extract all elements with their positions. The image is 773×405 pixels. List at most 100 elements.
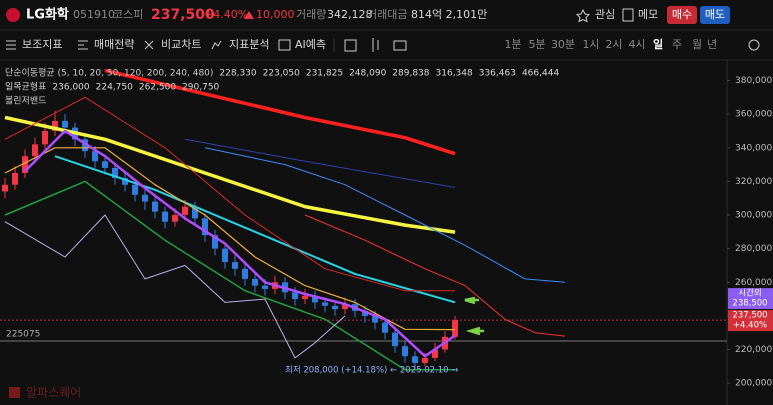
logo — [6, 8, 20, 22]
legend-value: 316,348 — [436, 69, 473, 79]
memo-icon[interactable] — [622, 8, 634, 22]
candle-body — [402, 346, 408, 357]
candle-body — [332, 305, 338, 310]
legend-value: 262,500 — [139, 83, 176, 93]
stock-name: LG화학 — [26, 7, 69, 23]
timeframe[interactable]: 주 — [672, 38, 682, 51]
timeframe[interactable]: 월 — [692, 38, 702, 51]
buy-bg[interactable] — [667, 6, 697, 24]
candle-body — [172, 215, 178, 222]
tool-button[interactable]: 지표분석 — [229, 38, 269, 51]
candle-body — [22, 156, 28, 173]
after-hours-label: 시간외 — [738, 288, 761, 299]
candle-body — [2, 184, 8, 192]
candle-body — [52, 120, 58, 131]
arrow — [465, 326, 484, 336]
indicator-line — [304, 214, 566, 337]
candle-body — [242, 268, 248, 279]
timeframe[interactable]: 1분 — [504, 38, 521, 51]
candle-body — [432, 349, 438, 358]
y-tick-label: 340,000 — [735, 143, 772, 153]
candle-body — [202, 218, 208, 236]
change: 10,000 — [256, 8, 295, 21]
timeframe[interactable]: 4시 — [628, 38, 645, 51]
tool-button[interactable]: AI예측 — [295, 38, 326, 51]
tool-button[interactable]: 비교차트 — [161, 38, 201, 51]
after-hours-tag — [728, 288, 773, 310]
indicator-line — [4, 180, 455, 371]
legend-value: 228,330 — [219, 69, 256, 79]
candle-body — [12, 172, 18, 185]
timeframe[interactable]: 일 — [653, 37, 663, 51]
timeframe[interactable]: 5분 — [528, 38, 545, 51]
indicator-line — [4, 214, 346, 359]
candle-body — [32, 144, 38, 157]
candle-body — [62, 120, 68, 128]
tool-button[interactable]: 매매전략 — [94, 38, 134, 51]
candle-body — [372, 315, 378, 323]
buy-button[interactable]: 매수 — [672, 8, 692, 21]
legend-value: 224,750 — [96, 83, 133, 93]
indicator-line — [104, 68, 456, 156]
indicator-line — [4, 96, 455, 292]
timeframe[interactable]: 2시 — [605, 38, 622, 51]
y-tick-label: 220,000 — [735, 345, 772, 355]
legend-value: 336,463 — [479, 69, 516, 79]
candle-body — [112, 167, 118, 179]
indicator-line — [24, 129, 456, 358]
candle-body — [122, 178, 128, 185]
timeframe[interactable]: 년 — [707, 38, 717, 51]
candle-body — [262, 285, 268, 289]
watermark-icon — [9, 387, 20, 398]
tool-button[interactable]: 보조지표 — [22, 38, 62, 51]
candle-body — [422, 357, 428, 363]
sell-button[interactable]: 매도 — [705, 8, 725, 21]
current-tag — [728, 310, 773, 332]
after-hours-price: 238,500 — [732, 299, 767, 309]
watch-button[interactable]: 관심 — [595, 8, 615, 21]
amount: 814억 2,101만 — [411, 8, 487, 21]
candle-body — [162, 211, 168, 222]
indicator-line — [184, 138, 456, 188]
candle-body — [142, 194, 148, 202]
legend-value: 231,825 — [306, 69, 343, 79]
candle-body — [192, 206, 198, 219]
star-icon[interactable] — [575, 8, 591, 23]
legend-value: 466,444 — [522, 69, 559, 79]
candle-body — [132, 184, 138, 195]
candle-body — [392, 332, 398, 347]
timeframe[interactable]: 1시 — [582, 38, 599, 51]
candle-body — [42, 130, 48, 145]
candle-body — [212, 235, 218, 249]
stock-code: 051910 — [73, 8, 115, 21]
y-tick-label: 380,000 — [735, 76, 772, 86]
price: 237,500 — [151, 7, 215, 23]
y-tick-label: 200,000 — [735, 379, 772, 389]
candle-body — [232, 262, 238, 269]
candle-body — [182, 206, 188, 216]
candle-body — [82, 139, 88, 152]
candle-body — [452, 320, 458, 337]
y-tick-label: 260,000 — [735, 278, 772, 288]
amount-label: 거래대금 — [367, 8, 407, 21]
legend-value: 289,838 — [392, 69, 429, 79]
sell-bg[interactable] — [700, 6, 730, 24]
y-tick-label: 360,000 — [735, 110, 772, 120]
candle-body — [312, 295, 318, 303]
market: 코스피 — [113, 8, 143, 21]
candle-body — [362, 310, 368, 316]
indicator-line — [4, 115, 456, 234]
current-price: 237,500 — [732, 311, 767, 321]
candle-body — [382, 322, 388, 333]
change-pct: +4.40% — [204, 8, 248, 21]
y-tick-label: 300,000 — [735, 211, 772, 221]
legend-value: 236,000 — [52, 83, 89, 93]
legend-label: 단순이동평균 (5, 10, 20, 50, 120, 200, 240, 48… — [5, 68, 213, 79]
legend-value: 290,750 — [182, 83, 219, 93]
current-change: +4.40% — [733, 321, 767, 331]
candle-body — [342, 304, 348, 310]
timeframe[interactable]: 30분 — [551, 38, 575, 51]
legend-value: 248,090 — [349, 69, 386, 79]
memo-button[interactable]: 메모 — [638, 8, 658, 21]
